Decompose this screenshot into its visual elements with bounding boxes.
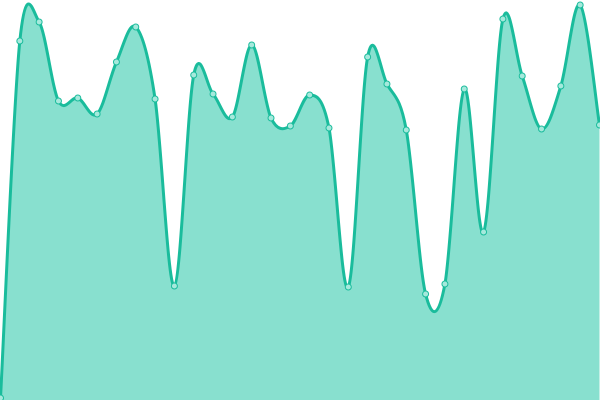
data-point-28[interactable] [538, 125, 546, 133]
data-point-11[interactable] [209, 90, 217, 98]
area-fill [0, 3, 600, 400]
data-point-7[interactable] [132, 23, 140, 31]
data-point-31[interactable] [596, 121, 600, 129]
data-point-21[interactable] [402, 126, 410, 134]
data-point-6[interactable] [112, 58, 120, 66]
data-point-12[interactable] [228, 113, 236, 121]
data-point-19[interactable] [364, 53, 372, 61]
data-point-22[interactable] [422, 290, 430, 298]
data-point-13[interactable] [248, 41, 256, 49]
data-point-14[interactable] [267, 114, 275, 122]
data-point-17[interactable] [325, 124, 333, 132]
data-point-3[interactable] [54, 97, 62, 105]
data-point-5[interactable] [93, 110, 101, 118]
data-point-2[interactable] [35, 18, 43, 26]
data-point-16[interactable] [306, 91, 314, 99]
data-point-20[interactable] [383, 80, 391, 88]
data-point-25[interactable] [480, 228, 488, 236]
data-point-26[interactable] [499, 15, 507, 23]
data-point-18[interactable] [344, 283, 352, 291]
data-point-24[interactable] [460, 85, 468, 93]
data-point-1[interactable] [16, 37, 24, 45]
data-point-15[interactable] [286, 122, 294, 130]
data-point-10[interactable] [190, 71, 198, 79]
data-point-30[interactable] [576, 1, 584, 9]
data-point-23[interactable] [441, 280, 449, 288]
data-point-4[interactable] [74, 94, 82, 102]
data-point-8[interactable] [151, 95, 159, 103]
data-point-9[interactable] [170, 282, 178, 290]
data-point-29[interactable] [557, 82, 565, 90]
data-point-27[interactable] [518, 72, 526, 80]
data-point-0[interactable] [0, 394, 4, 400]
